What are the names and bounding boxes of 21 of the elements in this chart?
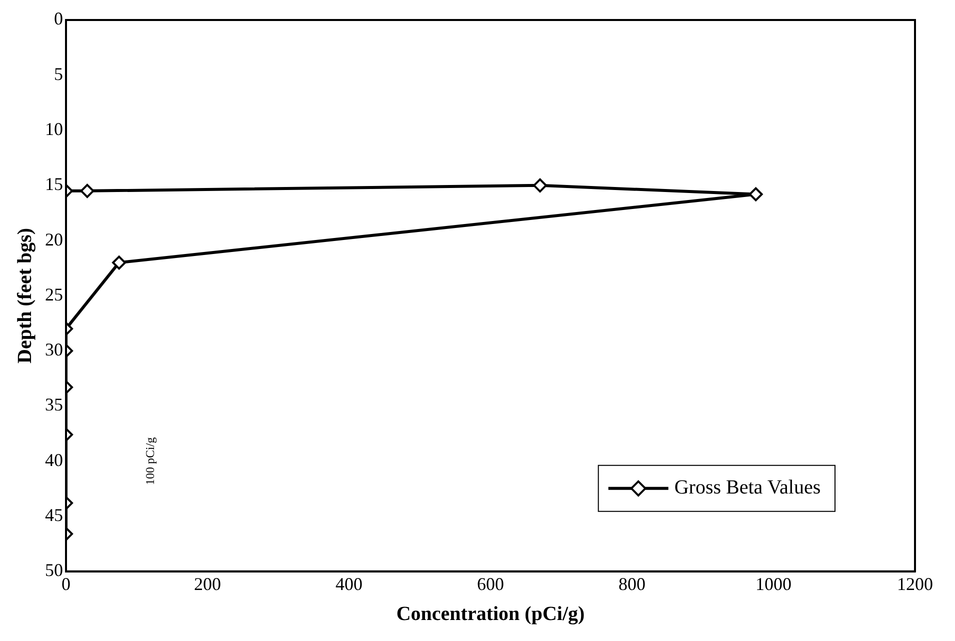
y-tick-label: 5 (54, 64, 63, 84)
legend-label: Gross Beta Values (674, 476, 821, 499)
x-tick-label: 200 (194, 574, 221, 594)
y-tick-label: 40 (45, 450, 63, 470)
y-tick-label: 25 (45, 284, 63, 304)
x-tick-label: 400 (336, 574, 362, 594)
x-axis-title: Concentration (pCi/g) (396, 603, 585, 626)
x-tick-label: 800 (618, 574, 646, 594)
y-tick-label: 10 (45, 119, 63, 140)
y-tick-label: 50 (45, 560, 63, 580)
y-tick-label: 15 (45, 174, 63, 194)
x-tick-label: 600 (477, 574, 504, 594)
y-tick-label: 30 (45, 340, 63, 360)
y-tick-label: 0 (54, 8, 63, 29)
y-tick-label: 45 (45, 504, 63, 525)
y-tick-label: 35 (45, 394, 63, 415)
y-tick-label: 20 (45, 229, 63, 250)
x-tick-label: 1200 (897, 574, 933, 594)
y-axis-title: Depth (feet bgs) (14, 228, 36, 364)
x-tick-label: 1000 (756, 574, 792, 594)
annotation: 100 pCi/g (143, 437, 158, 485)
